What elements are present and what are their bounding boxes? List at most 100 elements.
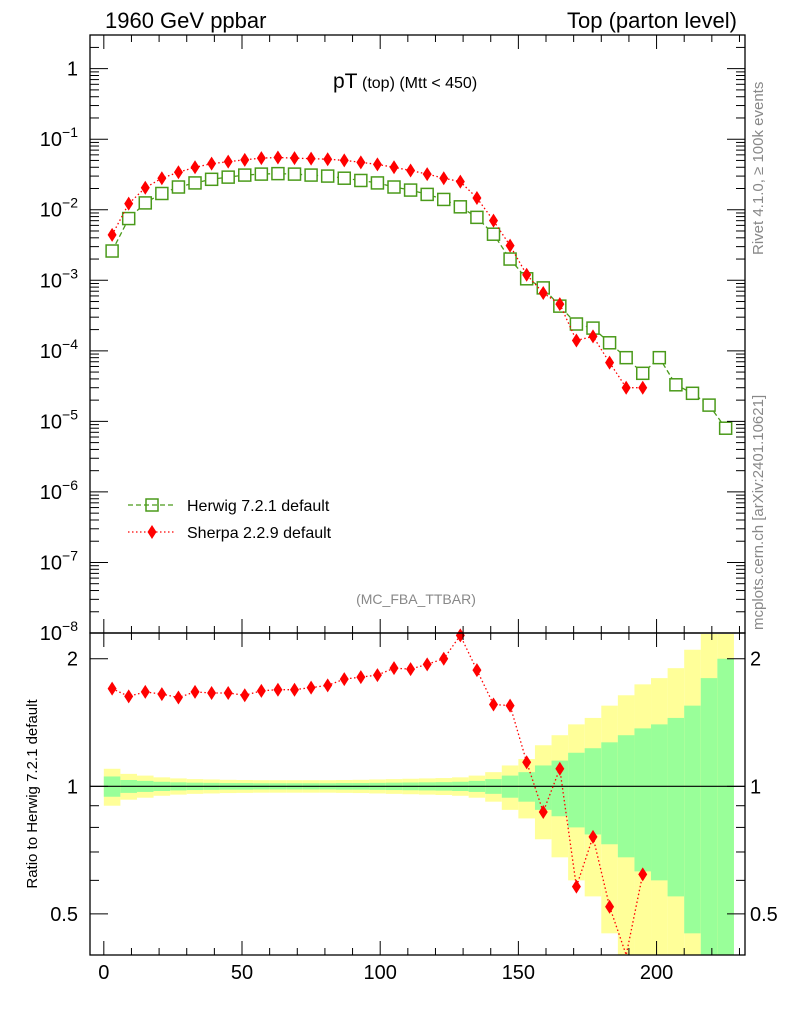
sherpa-point bbox=[256, 151, 266, 166]
herwig-point bbox=[685, 386, 700, 401]
ratio-point bbox=[522, 755, 532, 770]
main-y-tick-label: 10−7 bbox=[40, 547, 78, 574]
herwig-point bbox=[155, 186, 169, 201]
ratio-point bbox=[223, 686, 233, 701]
legend: Herwig 7.2.1 default Sherpa 2.2.9 defaul… bbox=[128, 498, 332, 542]
herwig-point bbox=[619, 350, 633, 365]
ratio-y-tick-label-left: 0.5 bbox=[50, 904, 78, 926]
plot-title-sub: (top) (Mtt < 450) bbox=[362, 75, 477, 92]
band-green-bin bbox=[617, 735, 635, 858]
sherpa-point bbox=[124, 196, 134, 211]
sherpa-point bbox=[489, 213, 499, 228]
legend-herwig-label: Herwig 7.2.1 default bbox=[187, 498, 330, 515]
sherpa-point bbox=[422, 167, 432, 182]
analysis-tag: (MC_FBA_TTBAR) bbox=[356, 591, 476, 607]
sherpa-point bbox=[140, 180, 150, 195]
sherpa-point bbox=[522, 267, 532, 282]
herwig-point bbox=[304, 168, 318, 182]
herwig-point bbox=[486, 227, 501, 241]
herwig-point bbox=[337, 171, 352, 185]
ratio-point bbox=[605, 899, 615, 914]
main-y-tick-label: 10−8 bbox=[40, 618, 78, 645]
x-tick-label: 200 bbox=[640, 962, 673, 984]
main-y-tick-label: 10−4 bbox=[40, 336, 78, 363]
legend-entry-herwig: Herwig 7.2.1 default bbox=[128, 498, 330, 515]
main-y-tick-label: 10−6 bbox=[40, 477, 78, 504]
sherpa-point bbox=[339, 153, 349, 168]
sherpa-point bbox=[173, 165, 183, 180]
ratio-point bbox=[555, 761, 565, 776]
ratio-point bbox=[140, 684, 150, 699]
ratio-point bbox=[124, 689, 134, 704]
axes-layer: 1 10−1 10−2 10−3 10−4 10−5 10−6 10−7 10−8 0.5 0.5 1… bbox=[40, 34, 778, 984]
sherpa-point bbox=[290, 151, 300, 166]
ratio-point bbox=[290, 682, 300, 697]
ratio-point bbox=[588, 829, 598, 844]
ratio-series-layer bbox=[107, 628, 648, 958]
herwig-point bbox=[669, 378, 683, 392]
main-y-tick-label: 10−2 bbox=[40, 195, 78, 222]
herwig-point bbox=[602, 336, 617, 350]
legend-herwig-marker bbox=[145, 498, 159, 512]
ratio-uncertainty-bands bbox=[90, 634, 745, 955]
main-series-layer bbox=[105, 150, 733, 435]
herwig-point bbox=[254, 167, 269, 181]
herwig-point bbox=[635, 366, 650, 381]
legend-sherpa-marker bbox=[147, 525, 157, 539]
sherpa-point bbox=[439, 171, 449, 186]
herwig-point bbox=[453, 200, 468, 214]
sherpa-point bbox=[638, 380, 648, 395]
sherpa-point bbox=[107, 227, 117, 242]
herwig-point bbox=[470, 210, 484, 225]
herwig-point bbox=[503, 252, 517, 266]
ratio-point bbox=[273, 682, 283, 697]
herwig-point bbox=[171, 180, 186, 194]
ratio-point bbox=[190, 684, 200, 699]
ratio-y-tick-label-right: 2 bbox=[750, 649, 761, 671]
herwig-point bbox=[105, 244, 119, 258]
ratio-point bbox=[323, 678, 333, 693]
ratio-point bbox=[455, 628, 465, 643]
x-tick-label: 100 bbox=[364, 962, 397, 984]
herwig-point bbox=[238, 168, 252, 182]
sherpa-point bbox=[571, 333, 581, 348]
ratio-point bbox=[638, 867, 648, 882]
herwig-point bbox=[437, 192, 451, 207]
band-green-bin bbox=[684, 705, 701, 934]
sherpa-point bbox=[372, 157, 382, 172]
sherpa-point bbox=[621, 380, 631, 395]
rivet-version-label: Rivet 4.1.0, ≥ 100k events bbox=[750, 82, 767, 255]
sherpa-point bbox=[240, 152, 250, 167]
mcplots-credit: mcplots.cern.ch [arXiv:2401.10621] bbox=[750, 395, 767, 630]
sherpa-point bbox=[190, 160, 200, 175]
ratio-point bbox=[306, 680, 316, 695]
ratio-point bbox=[372, 668, 382, 683]
header-process: Top (parton level) bbox=[567, 8, 737, 33]
ratio-point bbox=[107, 681, 117, 696]
ratio-point bbox=[240, 688, 250, 703]
ratio-point bbox=[422, 657, 432, 672]
herwig-point bbox=[370, 176, 385, 190]
band-green-bin bbox=[551, 760, 569, 817]
band-green-bin bbox=[534, 765, 552, 810]
sherpa-point bbox=[356, 155, 366, 170]
band-green-bin bbox=[634, 728, 652, 872]
sherpa-line bbox=[111, 156, 643, 389]
ratio-y-axis-label: Ratio to Herwig 7.2.1 default bbox=[24, 699, 41, 889]
sherpa-point bbox=[273, 150, 283, 165]
ratio-point bbox=[538, 804, 548, 819]
ratio-y-tick-label-left: 1 bbox=[67, 776, 78, 798]
herwig-point bbox=[271, 166, 285, 181]
ratio-point bbox=[472, 663, 482, 678]
band-green-bin bbox=[717, 658, 734, 955]
sherpa-point bbox=[538, 286, 548, 301]
sherpa-point bbox=[157, 171, 167, 186]
plot-title-main: pT bbox=[333, 70, 358, 93]
x-tick-label: 50 bbox=[231, 962, 253, 984]
band-green-bin bbox=[584, 748, 602, 835]
band-green-bin bbox=[667, 717, 685, 897]
herwig-point bbox=[354, 173, 368, 188]
sherpa-point bbox=[389, 160, 399, 175]
band-green-bin bbox=[568, 752, 585, 828]
